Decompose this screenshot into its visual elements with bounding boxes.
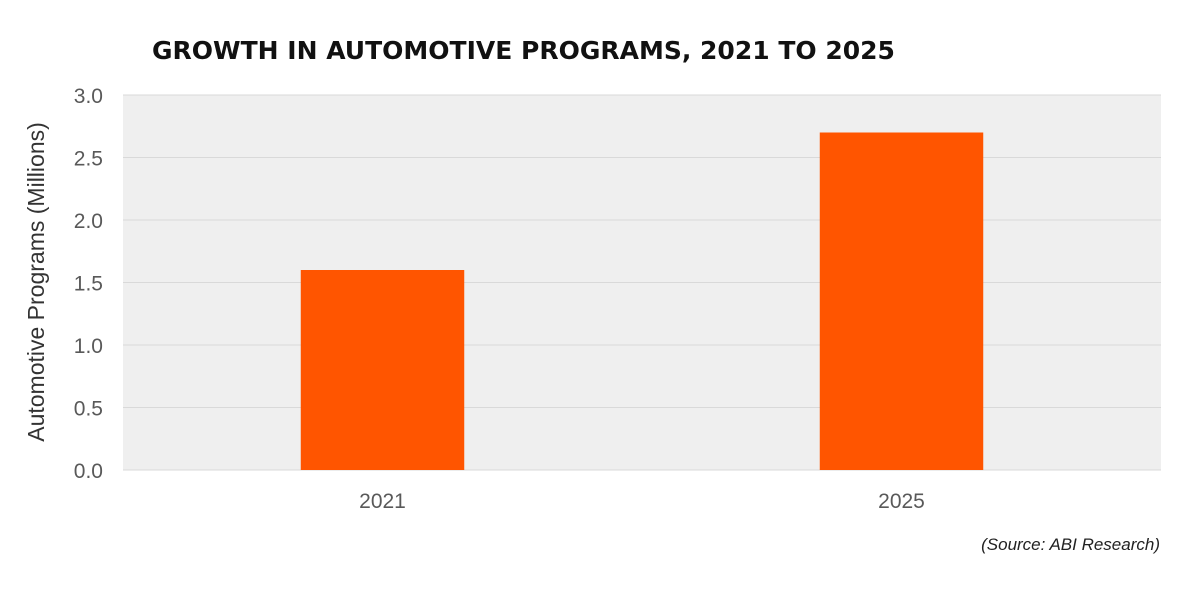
x-tick-label: 2025 — [878, 490, 925, 513]
y-axis-ticks: 0.0 0.5 1.0 1.5 2.0 2.5 3.0 — [74, 85, 103, 483]
y-axis-label: Automotive Programs (Millions) — [23, 122, 49, 442]
bars — [300, 132, 984, 470]
y-tick-label: 1.0 — [74, 335, 103, 358]
y-tick-label: 2.0 — [74, 210, 103, 233]
source-note: (Source: ABI Research) — [981, 535, 1160, 554]
chart-title: GROWTH IN AUTOMOTIVE PROGRAMS, 2021 TO 2… — [152, 36, 895, 65]
y-tick-label: 0.0 — [74, 460, 103, 483]
x-axis-ticks: 2021 2025 — [359, 490, 925, 513]
bar-2025 — [819, 132, 984, 470]
bar-2021 — [300, 270, 465, 470]
y-tick-label: 1.5 — [74, 273, 103, 296]
gridlines — [123, 94, 1161, 471]
y-tick-label: 3.0 — [74, 85, 103, 108]
y-tick-label: 2.5 — [74, 148, 103, 171]
x-tick-label: 2021 — [359, 490, 406, 513]
y-tick-label: 0.5 — [74, 398, 103, 421]
